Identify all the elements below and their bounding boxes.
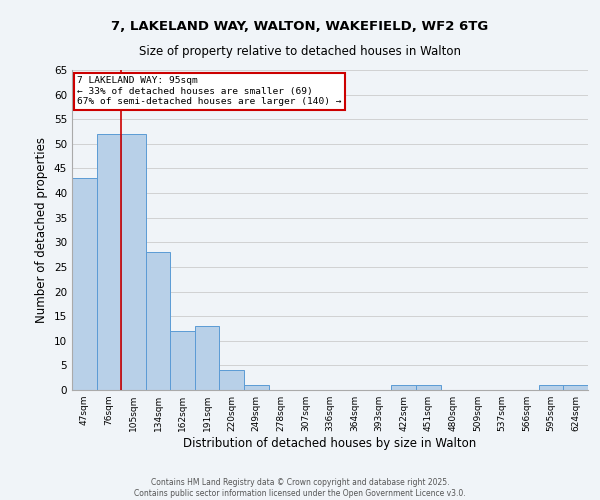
Bar <box>539 385 563 390</box>
Bar <box>72 178 97 390</box>
Bar <box>170 331 195 390</box>
Bar <box>244 385 269 390</box>
Text: Size of property relative to detached houses in Walton: Size of property relative to detached ho… <box>139 45 461 58</box>
X-axis label: Distribution of detached houses by size in Walton: Distribution of detached houses by size … <box>184 437 476 450</box>
Bar <box>220 370 244 390</box>
Bar <box>97 134 121 390</box>
Text: 7, LAKELAND WAY, WALTON, WAKEFIELD, WF2 6TG: 7, LAKELAND WAY, WALTON, WAKEFIELD, WF2 … <box>112 20 488 33</box>
Text: 7 LAKELAND WAY: 95sqm
← 33% of detached houses are smaller (69)
67% of semi-deta: 7 LAKELAND WAY: 95sqm ← 33% of detached … <box>77 76 341 106</box>
Bar <box>146 252 170 390</box>
Bar <box>563 385 588 390</box>
Text: Contains HM Land Registry data © Crown copyright and database right 2025.
Contai: Contains HM Land Registry data © Crown c… <box>134 478 466 498</box>
Bar <box>416 385 440 390</box>
Bar <box>121 134 146 390</box>
Bar <box>195 326 220 390</box>
Y-axis label: Number of detached properties: Number of detached properties <box>35 137 49 323</box>
Bar <box>391 385 416 390</box>
